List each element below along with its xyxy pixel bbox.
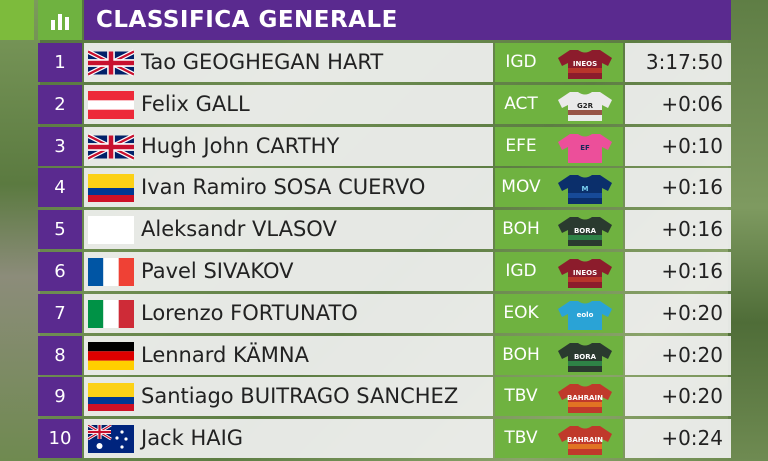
bahrain-jersey-icon: BAHRAIN [547, 377, 623, 417]
time-gap: +0:16 [625, 168, 731, 208]
background-right [728, 0, 768, 461]
rank-number: 4 [38, 168, 82, 208]
svg-text:INEOS: INEOS [573, 269, 597, 277]
ef-jersey-icon: EF [547, 126, 623, 166]
gb-flag-icon [88, 49, 134, 77]
rider-cell: Pavel SIVAKOV [84, 252, 493, 291]
rider-name: Pavel SIVAKOV [141, 259, 294, 283]
rider-name: Lennard KÄMNA [141, 342, 309, 367]
svg-text:BORA: BORA [574, 353, 597, 361]
movistar-jersey-icon: M [547, 168, 623, 208]
ineos-jersey-icon: INEOS [547, 43, 623, 82]
rank-number: 10 [38, 419, 82, 459]
team-code: ACT [495, 84, 547, 124]
co-flag-icon [88, 383, 134, 412]
au-flag-icon [88, 425, 134, 454]
fr-flag-icon [88, 258, 134, 286]
ag2r-jersey-icon: G2R [547, 84, 623, 124]
rider-name: Hugh John CARTHY [141, 133, 340, 158]
rank-number: 2 [38, 84, 82, 124]
gb-flag-icon [88, 133, 134, 161]
rider-name: Tao GEOGHEGAN HART [141, 50, 384, 74]
team-code: BOH [495, 210, 547, 250]
bora-jersey-icon: BORA [547, 335, 623, 375]
standings-row: 8 Lennard KÄMNA BOH BORA +0:20 [38, 335, 731, 375]
corner-accent [0, 0, 34, 40]
standings-row: 2 Felix GALL ACT G2R +0:06 [38, 84, 731, 124]
team-code: MOV [495, 168, 547, 208]
rider-cell: Lorenzo FORTUNATO [84, 293, 493, 333]
team-code: TBV [495, 419, 547, 459]
blank-flag-icon [88, 216, 134, 245]
rider-name: Jack HAIG [141, 426, 244, 451]
standings-row: 6 Pavel SIVAKOV IGD INEOS +0:16 [38, 252, 731, 291]
rider-cell: Aleksandr VLASOV [84, 210, 493, 250]
team-code: TBV [495, 377, 547, 417]
rider-cell: Santiago BUITRAGO SANCHEZ [84, 377, 493, 417]
it-flag-icon [88, 299, 134, 328]
eolo-jersey-icon: eolo [547, 293, 623, 333]
time-gap: +0:20 [625, 293, 731, 333]
svg-text:EF: EF [580, 144, 590, 152]
svg-text:M: M [582, 185, 589, 193]
team-code: IGD [495, 43, 547, 82]
standings-row: 7 Lorenzo FORTUNATO EOK eolo +0:20 [38, 293, 731, 333]
bar-chart-icon [38, 0, 82, 40]
rider-name: Aleksandr VLASOV [141, 217, 337, 242]
standings-row: 5 Aleksandr VLASOV BOH BORA +0:16 [38, 210, 731, 250]
time-gap: 3:17:50 [625, 43, 731, 82]
bora-jersey-icon: BORA [547, 210, 623, 250]
rider-cell: Jack HAIG [84, 419, 493, 459]
co-flag-icon [88, 174, 134, 203]
rider-cell: Lennard KÄMNA [84, 335, 493, 375]
rider-name: Lorenzo FORTUNATO [141, 300, 358, 325]
rider-cell: Ivan Ramiro SOSA CUERVO [84, 168, 493, 208]
at-flag-icon [88, 90, 134, 119]
svg-text:BAHRAIN: BAHRAIN [567, 394, 603, 402]
time-gap: +0:20 [625, 335, 731, 375]
standings-title: CLASSIFICA GENERALE [84, 0, 731, 40]
svg-text:eolo: eolo [577, 311, 594, 319]
team-code: EOK [495, 293, 547, 333]
de-flag-icon [88, 341, 134, 370]
standings-row: 9 Santiago BUITRAGO SANCHEZ TBV BAHRAIN +0:2… [38, 377, 731, 417]
time-gap: +0:10 [625, 126, 731, 166]
standings-row: 10 Jack HAIG TBV BAHRAIN +0:24 [38, 419, 731, 459]
bahrain-jersey-icon: BAHRAIN [547, 419, 623, 459]
rider-cell: Hugh John CARTHY [84, 126, 493, 166]
time-gap: +0:20 [625, 377, 731, 417]
rider-cell: Felix GALL [84, 84, 493, 124]
team-code: BOH [495, 335, 547, 375]
rank-number: 6 [38, 252, 82, 291]
standings-row: 4 Ivan Ramiro SOSA CUERVO MOV M +0:16 [38, 168, 731, 208]
rank-number: 5 [38, 210, 82, 250]
time-gap: +0:06 [625, 84, 731, 124]
svg-text:BAHRAIN: BAHRAIN [567, 436, 603, 444]
rank-number: 8 [38, 335, 82, 375]
standings-row: 3 Hugh John CARTHY EFE EF +0:10 [38, 126, 731, 166]
rider-name: Santiago BUITRAGO SANCHEZ [141, 384, 459, 409]
team-code: IGD [495, 252, 547, 291]
time-gap: +0:16 [625, 252, 731, 291]
ineos-jersey-icon: INEOS [547, 252, 623, 291]
rider-cell: Tao GEOGHEGAN HART [84, 43, 493, 82]
background-left [0, 0, 40, 461]
time-gap: +0:24 [625, 419, 731, 459]
svg-text:INEOS: INEOS [573, 60, 597, 68]
standings-row: 1 Tao GEOGHEGAN HART IGD INEOS 3:17:50 [38, 43, 731, 82]
rank-number: 9 [38, 377, 82, 417]
rank-number: 7 [38, 293, 82, 333]
team-code: EFE [495, 126, 547, 166]
time-gap: +0:16 [625, 210, 731, 250]
rider-name: Felix GALL [141, 91, 250, 116]
rank-number: 1 [38, 43, 82, 82]
svg-text:G2R: G2R [577, 102, 594, 110]
svg-text:BORA: BORA [574, 227, 597, 235]
rider-name: Ivan Ramiro SOSA CUERVO [141, 175, 426, 200]
rank-number: 3 [38, 126, 82, 166]
